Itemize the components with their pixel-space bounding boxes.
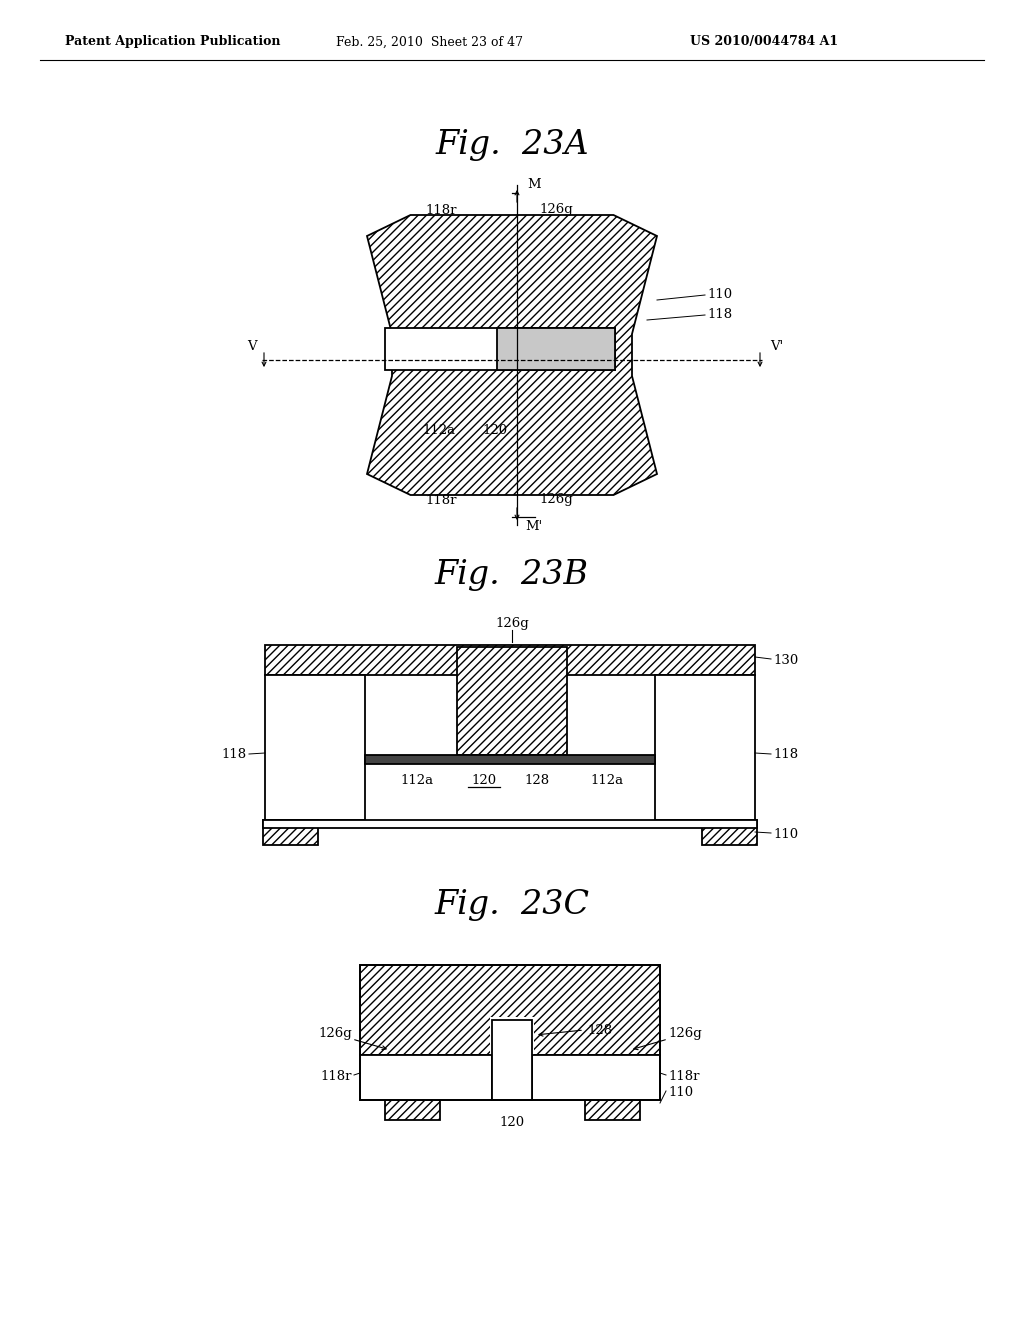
Bar [265,645,755,675]
Bar [702,820,757,845]
Text: 126g: 126g [496,616,528,630]
Bar [263,820,757,828]
Text: 118: 118 [222,748,247,762]
Text: US 2010/0044784 A1: US 2010/0044784 A1 [690,36,838,49]
Text: 128: 128 [524,774,549,787]
Bar [655,675,755,820]
Text: 118r: 118r [426,494,457,507]
Bar [263,820,318,845]
Text: 120: 120 [482,424,507,437]
Bar [384,1100,439,1119]
Bar [532,1055,660,1100]
Bar [497,327,615,370]
Text: 120: 120 [500,1115,524,1129]
Text: Fig.  23A: Fig. 23A [435,129,589,161]
Text: 110: 110 [707,289,732,301]
Text: 112a: 112a [422,424,455,437]
Bar [360,965,660,1055]
Bar [492,1020,532,1100]
Text: 130: 130 [773,653,799,667]
Bar [365,755,655,764]
Text: 110: 110 [773,829,798,842]
Bar [585,1100,640,1119]
Bar [490,1016,534,1057]
Text: M': M' [525,520,543,533]
Bar [265,675,365,820]
Text: Patent Application Publication: Patent Application Publication [65,36,281,49]
Text: 118: 118 [707,309,732,322]
Text: 126g: 126g [539,203,572,216]
Text: 118: 118 [773,748,798,762]
Text: 110: 110 [668,1086,693,1100]
Bar [457,647,567,755]
Text: 126g: 126g [539,494,572,507]
Text: V': V' [770,339,783,352]
Text: V: V [248,339,257,352]
Text: 126g: 126g [318,1027,352,1040]
Text: M: M [527,178,541,191]
Text: 118r: 118r [426,203,457,216]
Text: 120: 120 [471,774,497,787]
Text: 118r: 118r [668,1071,699,1084]
Bar [385,327,615,370]
Bar [360,965,660,1100]
Text: Fig.  23C: Fig. 23C [434,888,590,921]
Text: 112a: 112a [591,774,624,787]
Text: 126g: 126g [668,1027,701,1040]
Text: 112a: 112a [400,774,433,787]
Text: Feb. 25, 2010  Sheet 23 of 47: Feb. 25, 2010 Sheet 23 of 47 [337,36,523,49]
Text: 128: 128 [587,1023,612,1036]
Text: 118r: 118r [321,1071,352,1084]
Bar [360,1055,492,1100]
Polygon shape [367,215,657,495]
Text: Fig.  23B: Fig. 23B [435,558,589,591]
